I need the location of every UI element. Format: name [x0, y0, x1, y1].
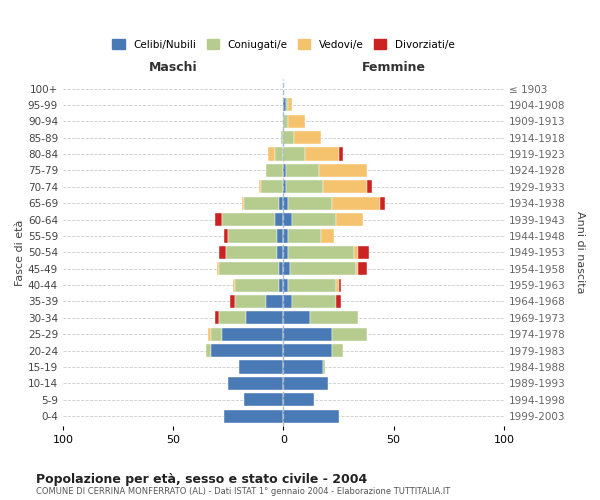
Bar	[288, 278, 337, 291]
Bar	[262, 180, 283, 194]
Bar	[235, 295, 266, 308]
Bar	[242, 196, 244, 209]
Bar	[283, 230, 288, 242]
Bar	[226, 246, 277, 259]
Bar	[215, 213, 221, 226]
Bar	[281, 131, 283, 144]
Bar	[221, 213, 275, 226]
Bar	[286, 180, 323, 194]
Bar	[283, 213, 292, 226]
Bar	[283, 377, 328, 390]
Bar	[310, 312, 358, 324]
Bar	[283, 295, 292, 308]
Text: Femmine: Femmine	[362, 61, 425, 74]
Bar	[224, 410, 283, 422]
Bar	[356, 262, 358, 276]
Bar	[224, 230, 228, 242]
Bar	[220, 246, 226, 259]
Bar	[323, 180, 367, 194]
Bar	[206, 344, 211, 357]
Bar	[288, 230, 321, 242]
Bar	[337, 295, 341, 308]
Text: COMUNE DI CERRINA MONFERRATO (AL) - Dati ISTAT 1° gennaio 2004 - Elaborazione TU: COMUNE DI CERRINA MONFERRATO (AL) - Dati…	[36, 488, 450, 496]
Bar	[211, 328, 221, 341]
Bar	[283, 262, 290, 276]
Bar	[290, 262, 356, 276]
Bar	[323, 360, 325, 374]
Bar	[337, 278, 338, 291]
Bar	[283, 278, 288, 291]
Bar	[283, 148, 305, 160]
Bar	[275, 148, 283, 160]
Bar	[283, 196, 288, 209]
Bar	[358, 246, 370, 259]
Bar	[283, 246, 288, 259]
Bar	[235, 278, 279, 291]
Bar	[244, 196, 279, 209]
Bar	[211, 344, 283, 357]
Bar	[332, 196, 380, 209]
Bar	[220, 262, 279, 276]
Bar	[230, 295, 235, 308]
Bar	[217, 262, 220, 276]
Bar	[283, 164, 286, 177]
Bar	[283, 344, 332, 357]
Bar	[283, 312, 310, 324]
Bar	[292, 295, 337, 308]
Bar	[338, 148, 343, 160]
Bar	[215, 312, 220, 324]
Text: Maschi: Maschi	[149, 61, 197, 74]
Bar	[288, 196, 332, 209]
Bar	[332, 344, 343, 357]
Bar	[295, 131, 321, 144]
Bar	[279, 278, 283, 291]
Bar	[292, 213, 337, 226]
Bar	[266, 295, 283, 308]
Legend: Celibi/Nubili, Coniugati/e, Vedovi/e, Divorziati/e: Celibi/Nubili, Coniugati/e, Vedovi/e, Di…	[108, 36, 458, 54]
Bar	[221, 328, 283, 341]
Bar	[233, 278, 235, 291]
Bar	[279, 262, 283, 276]
Bar	[283, 328, 332, 341]
Text: Popolazione per età, sesso e stato civile - 2004: Popolazione per età, sesso e stato civil…	[36, 472, 367, 486]
Bar	[338, 278, 341, 291]
Bar	[283, 360, 323, 374]
Bar	[380, 196, 385, 209]
Bar	[305, 148, 338, 160]
Bar	[275, 213, 283, 226]
Bar	[288, 246, 354, 259]
Y-axis label: Anni di nascita: Anni di nascita	[575, 211, 585, 294]
Bar	[283, 393, 314, 406]
Bar	[277, 230, 283, 242]
Bar	[288, 98, 292, 112]
Bar	[358, 262, 367, 276]
Bar	[283, 410, 338, 422]
Bar	[239, 360, 283, 374]
Y-axis label: Fasce di età: Fasce di età	[15, 219, 25, 286]
Bar	[246, 312, 283, 324]
Bar	[286, 98, 288, 112]
Bar	[286, 164, 319, 177]
Bar	[288, 114, 305, 128]
Bar	[277, 246, 283, 259]
Bar	[228, 230, 277, 242]
Bar	[208, 328, 211, 341]
Bar	[367, 180, 371, 194]
Bar	[283, 98, 286, 112]
Bar	[266, 164, 283, 177]
Bar	[321, 230, 334, 242]
Bar	[319, 164, 367, 177]
Bar	[354, 246, 358, 259]
Bar	[279, 196, 283, 209]
Bar	[337, 213, 363, 226]
Bar	[228, 377, 283, 390]
Bar	[259, 180, 262, 194]
Bar	[283, 180, 286, 194]
Bar	[332, 328, 367, 341]
Bar	[283, 114, 288, 128]
Bar	[283, 131, 295, 144]
Bar	[244, 393, 283, 406]
Bar	[268, 148, 275, 160]
Bar	[220, 312, 246, 324]
